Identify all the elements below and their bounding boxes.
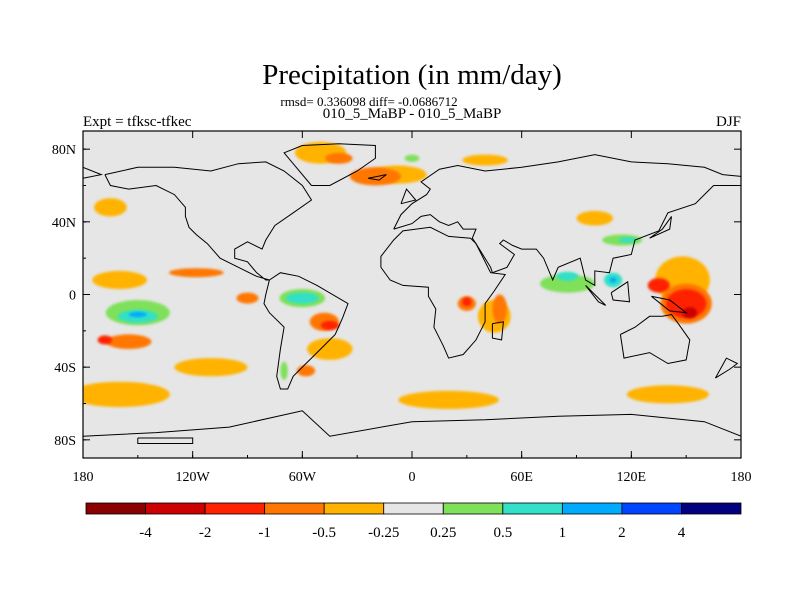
coastline-10 <box>651 295 688 314</box>
anomaly-region-36 <box>285 292 319 304</box>
coastline-13 <box>368 174 387 181</box>
subtitle: 010_5_MaBP - 010_5_MaBP <box>323 106 502 122</box>
x-tick-label-1: 120W <box>176 470 211 485</box>
anomaly-region-13 <box>105 334 152 350</box>
colorbar-swatch-4 <box>323 502 385 515</box>
colorbar-swatch-10 <box>681 502 742 515</box>
colorbar-label-6: 0.5 <box>493 525 512 541</box>
anomaly-region-16 <box>325 152 353 164</box>
anomaly-region-18 <box>492 294 508 324</box>
coastline-4 <box>380 226 507 359</box>
anomaly-region-0 <box>83 381 170 408</box>
x-tick-label-0: 180 <box>73 470 94 485</box>
anomaly-region-12 <box>576 210 614 226</box>
colorbar-swatch-8 <box>561 502 623 515</box>
anomaly-region-39 <box>618 237 637 243</box>
anomaly-region-1 <box>398 390 499 409</box>
chart-title: Precipitation (in mm/day) <box>262 59 562 91</box>
x-tick-label-3: 0 <box>409 470 416 485</box>
colorbar-label-8: 2 <box>618 525 626 541</box>
colorbar-label-9: 4 <box>678 525 686 541</box>
anomaly-region-2 <box>626 385 710 404</box>
colorbar-swatch-0 <box>85 502 146 515</box>
anomaly-region-14 <box>168 268 224 278</box>
y-tick-label-2: 0 <box>69 289 76 304</box>
coastline-5 <box>491 321 504 341</box>
anomaly-region-31 <box>540 274 595 293</box>
anomaly-region-24 <box>647 278 670 293</box>
anomaly-region-4 <box>92 270 147 290</box>
anomaly-region-10 <box>307 338 353 360</box>
colorbar-label-7: 1 <box>559 525 567 541</box>
anomaly-region-22 <box>236 292 259 304</box>
y-tick-label-3: 40S <box>54 361 76 376</box>
anomaly-region-40 <box>128 311 147 318</box>
stats-label: rmsd= 0.336098 diff= -0.0686712 <box>280 94 457 109</box>
coastline-8 <box>585 285 607 306</box>
colorbar-swatch-5 <box>383 502 444 515</box>
anomaly-region-7 <box>462 154 508 166</box>
y-tick-label-1: 40N <box>52 216 76 231</box>
y-axis: 80N 40N 0 40S 80S <box>52 143 741 449</box>
coastline-2 <box>283 143 376 186</box>
coastline-15 <box>137 437 194 444</box>
colorbar-swatch-9 <box>621 502 682 515</box>
anomaly-region-3 <box>174 358 248 377</box>
colorbar: -4 -2 -1 -0.5 -0.25 0.25 0.5 1 2 4 <box>85 502 742 541</box>
coastline-9 <box>610 280 631 303</box>
coastline-3 <box>393 154 741 287</box>
y-tick-label-0: 80N <box>52 143 76 158</box>
colorbar-label-1: -2 <box>199 525 212 541</box>
x-tick-label-6: 180 <box>731 470 752 485</box>
colorbar-label-2: -1 <box>258 525 271 541</box>
x-tick-label-5: 120E <box>617 470 647 485</box>
colorbar-swatch-6 <box>442 502 504 515</box>
coastline-14 <box>83 410 741 437</box>
coastline-6 <box>619 313 691 365</box>
anomaly-region-11 <box>94 198 127 217</box>
anomaly-region-33 <box>280 361 288 380</box>
experiment-label: Expt = tfksc-tfkec <box>83 114 192 130</box>
anomaly-region-37 <box>556 271 579 281</box>
precip-anomaly-regions <box>83 141 712 409</box>
x-axis: 180 120W 60W 0 60E 120E 180 <box>73 131 752 485</box>
coastlines <box>83 143 741 444</box>
season-label: DJF <box>716 114 741 130</box>
anomaly-region-25 <box>320 320 339 330</box>
anomaly-region-20 <box>296 365 316 377</box>
coastline-11 <box>649 216 672 239</box>
anomaly-region-28 <box>682 307 698 319</box>
coastline-1 <box>263 272 349 390</box>
colorbar-swatch-1 <box>145 502 206 515</box>
colorbar-label-3: -0.5 <box>312 525 336 541</box>
colorbar-swatch-3 <box>264 502 325 515</box>
colorbar-swatch-7 <box>502 502 563 515</box>
colorbar-label-4: -0.25 <box>368 525 399 541</box>
colorbar-label-5: 0.25 <box>430 525 456 541</box>
coastline-16 <box>83 166 104 179</box>
colorbar-swatch-2 <box>204 502 266 515</box>
x-tick-label-4: 60E <box>510 470 533 485</box>
colorbar-label-0: -4 <box>139 525 152 541</box>
y-tick-label-4: 80S <box>54 434 76 449</box>
x-tick-label-2: 60W <box>289 470 317 485</box>
coastline-0 <box>104 161 313 281</box>
anomaly-region-34 <box>404 154 420 162</box>
coastline-7 <box>714 357 739 379</box>
anomaly-region-27 <box>97 335 113 345</box>
anomaly-region-41 <box>609 277 617 283</box>
anomaly-region-26 <box>462 297 472 307</box>
coastline-12 <box>400 188 417 205</box>
